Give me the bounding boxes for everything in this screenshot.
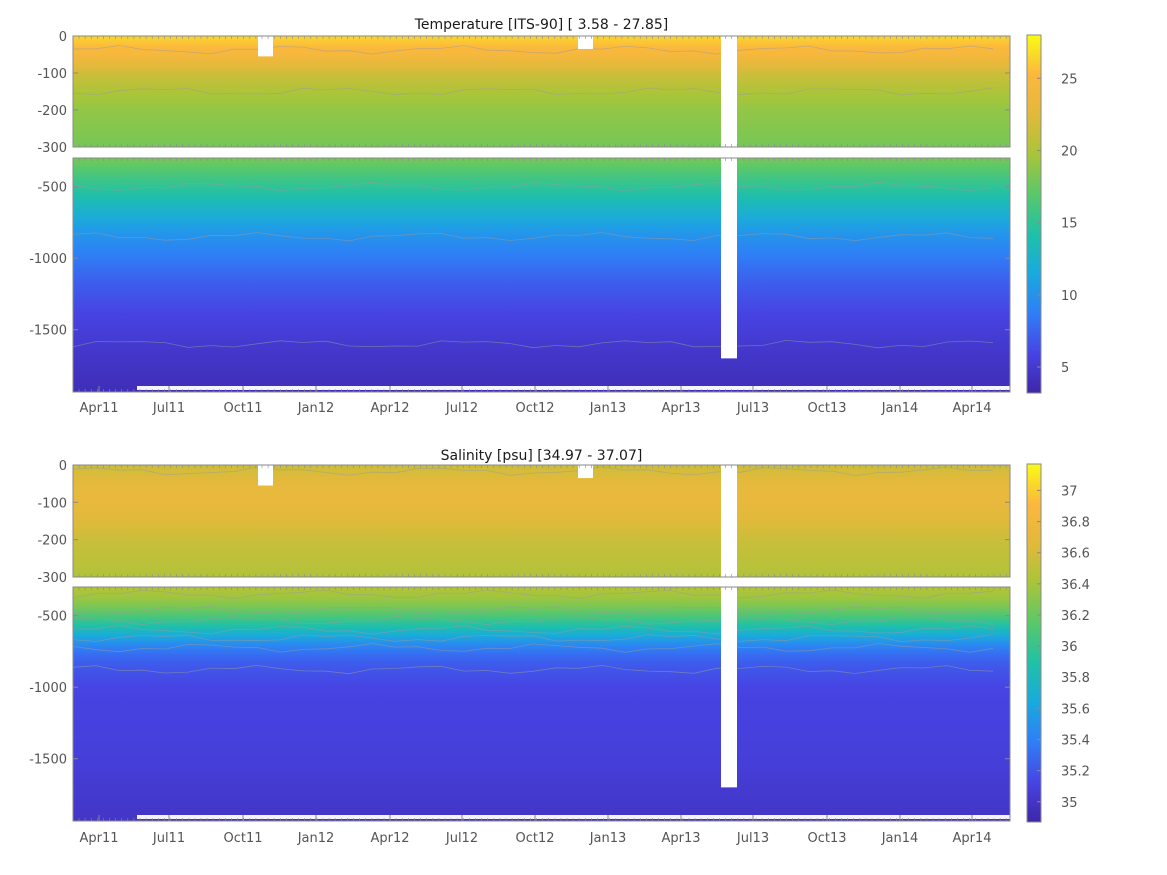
x-tick-label: Jul11 [152, 401, 185, 416]
temperature-figure: Temperature [ITS-90] [ 3.58 - 27.85] 0 -10… [29, 17, 1077, 416]
data-gap [578, 465, 593, 479]
salinity-figure: Salinity [psu] [34.97 - 37.07] 0 -100 -200 -… [29, 448, 1090, 846]
contour-line [72, 615, 994, 626]
y-tick-label: -300 [37, 141, 67, 156]
contour-line [72, 606, 994, 614]
colorbar-tick-label: 35.4 [1061, 734, 1090, 749]
temperature-lower-axes [72, 157, 1011, 393]
contour-line [72, 87, 994, 96]
colorbar-tick-label: 36 [1061, 640, 1078, 655]
y-tick-label: -100 [37, 496, 67, 511]
contour-line [72, 45, 994, 55]
contour-line [72, 625, 994, 635]
colorbar-tick-label: 5 [1061, 361, 1069, 376]
y-tick-label: 0 [59, 30, 67, 45]
data-gap [578, 36, 593, 49]
temperature-lower-field [73, 158, 1010, 392]
x-tick-label: Jul13 [736, 831, 769, 846]
x-tick-label: Apr13 [661, 831, 700, 846]
colorbar-tick-label: 37 [1061, 484, 1078, 499]
bottom-gap [137, 386, 1010, 390]
data-gap [258, 36, 273, 57]
x-tick-label: Oct12 [515, 401, 554, 416]
temperature-colorbar [1026, 34, 1042, 394]
x-tick-label: Jan13 [589, 831, 627, 846]
contour-line [72, 643, 994, 653]
colorbar-tick-label: 35.2 [1061, 765, 1090, 780]
colorbar-tick-label: 36.8 [1061, 516, 1090, 531]
x-tick-label: Jan13 [589, 401, 627, 416]
y-tick-label: -200 [37, 534, 67, 549]
data-gap [721, 587, 737, 788]
salinity-lower-field [73, 587, 1010, 821]
temperature-upper-axes [72, 35, 1011, 148]
x-tick-label: Jul11 [152, 831, 185, 846]
y-tick-label: -1500 [29, 324, 67, 339]
x-tick-label: Jul12 [445, 831, 478, 846]
x-tick-label: Jul13 [736, 401, 769, 416]
y-tick-label: 0 [59, 459, 67, 474]
y-tick-label: -1500 [29, 753, 67, 768]
colorbar-tick-label: 35.6 [1061, 702, 1090, 717]
x-tick-label: Apr14 [952, 831, 991, 846]
x-tick-label: Jul12 [445, 401, 478, 416]
contour-line [72, 339, 994, 349]
y-tick-label: -500 [37, 181, 67, 196]
x-tick-label: Oct11 [223, 401, 262, 416]
x-tick-label: Jan12 [297, 401, 335, 416]
x-tick-label: Apr12 [370, 401, 409, 416]
contour-line [72, 466, 994, 477]
y-tick-label: -100 [37, 67, 67, 82]
x-tick-label: Apr12 [370, 831, 409, 846]
salinity-upper-field [73, 465, 1010, 577]
colorbar-tick-label: 36.4 [1061, 578, 1090, 593]
salinity-upper-axes [72, 464, 1011, 578]
x-tick-label: Jan12 [297, 831, 335, 846]
x-tick-label: Jan14 [881, 831, 919, 846]
colorbar-tick-label: 35 [1061, 796, 1078, 811]
bottom-gap [137, 815, 1010, 819]
salinity-colorbar [1026, 463, 1042, 823]
contour-line [72, 589, 994, 600]
contour-line [72, 664, 994, 675]
y-tick-label: -300 [37, 571, 67, 586]
contour-line [72, 181, 994, 192]
x-tick-label: Apr11 [79, 831, 118, 846]
y-tick-label: -200 [37, 104, 67, 119]
x-tick-label: Apr11 [79, 401, 118, 416]
x-tick-label: Oct13 [807, 831, 846, 846]
x-tick-label: Jan14 [881, 401, 919, 416]
colorbar-tick-label: 10 [1061, 289, 1078, 304]
x-tick-label: Oct12 [515, 831, 554, 846]
data-gap [721, 158, 737, 359]
y-tick-label: -500 [37, 610, 67, 625]
data-gap [721, 465, 737, 577]
data-gap [721, 36, 737, 147]
data-gap [258, 465, 273, 486]
y-tick-label: -1000 [29, 252, 67, 267]
colorbar-tick-label: 20 [1061, 144, 1078, 159]
contour-line [72, 232, 994, 242]
x-tick-label: Oct13 [807, 401, 846, 416]
y-tick-label: -1000 [29, 681, 67, 696]
x-tick-label: Apr13 [661, 401, 700, 416]
colorbar-tick-label: 35.8 [1061, 671, 1090, 686]
colorbar-tick-label: 15 [1061, 217, 1078, 232]
temperature-title: Temperature [ITS-90] [ 3.58 - 27.85] [414, 17, 669, 33]
colorbar-tick-label: 36.6 [1061, 547, 1090, 562]
contour-line [72, 634, 994, 643]
colorbar-tick-label: 36.2 [1061, 609, 1090, 624]
x-tick-label: Oct11 [223, 831, 262, 846]
x-tick-label: Apr14 [952, 401, 991, 416]
salinity-lower-axes [72, 586, 1011, 822]
colorbar-tick-label: 25 [1061, 72, 1078, 87]
salinity-title: Salinity [psu] [34.97 - 37.07] [441, 448, 643, 464]
